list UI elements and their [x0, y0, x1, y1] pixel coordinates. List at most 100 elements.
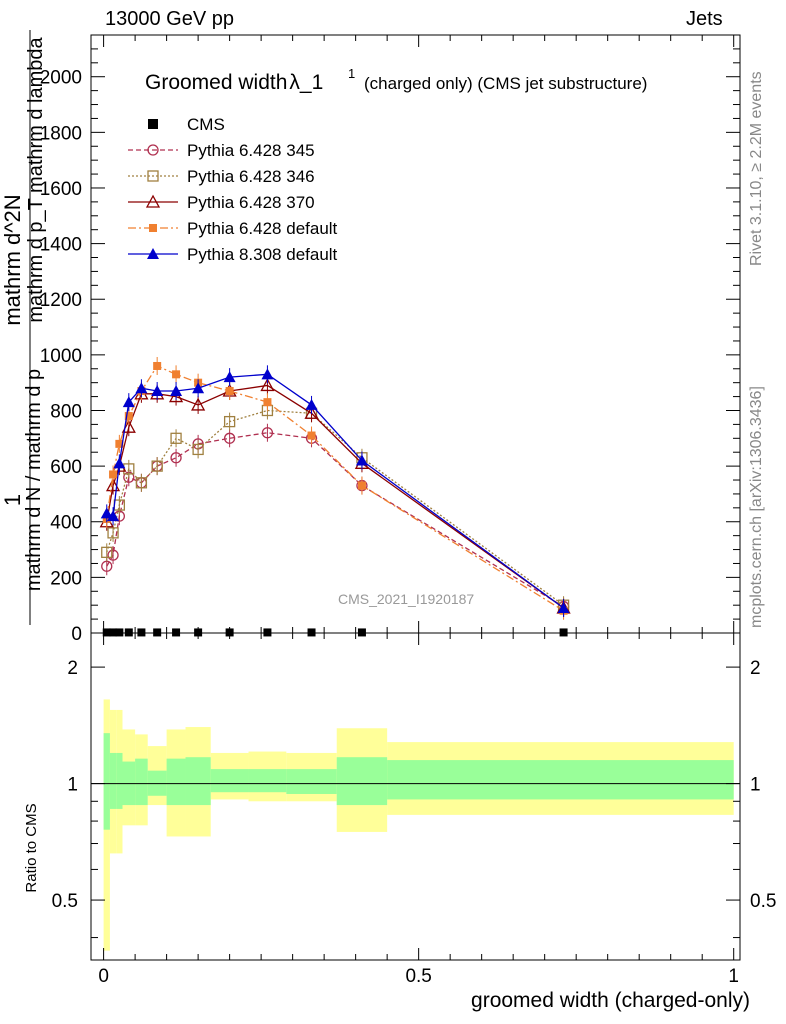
- ratio-band-green: [135, 758, 148, 806]
- data-point: [105, 478, 121, 492]
- y-tick-label: 1800: [40, 123, 82, 144]
- data-point: [261, 427, 274, 439]
- ratio-band-green: [103, 733, 110, 830]
- legend: CMS Pythia 6.428 345 Pythia 6.428 346 Pythi…: [128, 115, 338, 264]
- data-point: [557, 601, 570, 613]
- data-point: [223, 415, 236, 428]
- data-point: [260, 378, 275, 392]
- legend-marker: [145, 194, 161, 208]
- y-tick-label: 1200: [40, 290, 82, 311]
- ratio-band-green: [116, 752, 123, 809]
- data-point: [261, 368, 274, 380]
- legend-entry: Pythia 6.428 default: [128, 219, 338, 238]
- data-point: [192, 382, 205, 394]
- y-axis-label: 1 mathrm d^2N mathrm d N / mathrm d p ma…: [0, 30, 47, 625]
- y-tick-label: 1600: [40, 179, 82, 200]
- data-point: [121, 419, 136, 433]
- data-point: [263, 398, 272, 407]
- data-point: [170, 452, 182, 464]
- data-point: [192, 443, 204, 456]
- ratio-bands: [91, 699, 740, 951]
- ratio-y-tick-label: 0.5: [52, 891, 78, 912]
- header-right: Jets: [686, 8, 723, 30]
- legend-label: CMS: [187, 115, 225, 134]
- series-line: [106, 384, 564, 609]
- data-point: [151, 385, 164, 397]
- y-tick-label: 400: [50, 513, 82, 534]
- data-point: [191, 397, 206, 411]
- data-point: [168, 389, 184, 403]
- legend-label: Pythia 6.428 346: [187, 167, 315, 186]
- y-tick-label: 600: [50, 457, 82, 478]
- ratio-y-tick-label-right: 2: [750, 658, 761, 679]
- ratio-y-tick-label: 1: [67, 775, 78, 796]
- x-axis-label: groomed width (charged-only): [471, 989, 750, 1012]
- data-point: [135, 382, 148, 394]
- y-axis-label-left-bottom: mathrm d N / mathrm d p: [23, 369, 45, 591]
- data-point: [115, 439, 124, 448]
- series-cms: [102, 628, 568, 637]
- legend-marker: [148, 119, 158, 129]
- legend-label: Pythia 6.428 345: [187, 141, 315, 160]
- data-point: [194, 628, 203, 637]
- ratio-band-green: [248, 769, 287, 793]
- data-point: [170, 385, 183, 397]
- data-point: [305, 398, 318, 410]
- series-line: [106, 365, 564, 612]
- data-point: [263, 628, 272, 637]
- y-axis-label-ratio: Ratio to CMS: [23, 803, 40, 892]
- y-tick-label: 2000: [40, 68, 82, 89]
- legend-entry: CMS: [148, 115, 225, 134]
- legend-label: Pythia 6.428 default: [187, 219, 338, 238]
- y-axis-label-right: mathrm d p_T mathrm d lambda: [25, 36, 47, 322]
- chart-title-superscript: 1: [348, 66, 355, 81]
- side-label-rivet: Rivet 3.1.10, ≥ 2.2M events: [748, 71, 765, 266]
- series-line: [106, 409, 564, 606]
- ratio-band-green: [286, 769, 337, 794]
- data-point: [102, 628, 111, 637]
- chart-title: Groomed widthλ_1: [145, 71, 323, 94]
- data-point: [124, 628, 133, 637]
- ratio-y-tick-label-right: 0.5: [750, 891, 776, 912]
- ratio-band-green: [185, 757, 211, 806]
- chart-title-suffix: (charged only) (CMS jet substructure): [364, 74, 647, 93]
- data-point: [223, 432, 236, 444]
- legend-label: Pythia 6.428 370: [187, 193, 315, 212]
- data-point: [100, 507, 113, 519]
- y-axis-label-numerator: 1: [0, 494, 25, 506]
- data-point: [355, 454, 368, 466]
- data-point: [101, 546, 113, 558]
- legend-label: Pythia 8.308 default: [187, 245, 338, 264]
- legend-entry: Pythia 8.308 default: [128, 245, 338, 264]
- data-point: [107, 549, 119, 561]
- data-point: [307, 628, 316, 637]
- y-tick-label: 800: [50, 401, 82, 422]
- data-point: [107, 527, 119, 539]
- series-pythia-6-428-346: [101, 401, 570, 615]
- legend-entry: Pythia 6.428 345: [128, 141, 315, 160]
- data-point: [153, 361, 162, 370]
- data-point: [172, 370, 181, 379]
- ratio-y-tick-label-right: 1: [750, 775, 761, 796]
- y-axis-label-left-top: mathrm d^2N: [0, 194, 25, 325]
- series-line: [106, 432, 564, 608]
- data-point: [357, 481, 366, 490]
- data-point: [172, 628, 181, 637]
- data-point: [137, 628, 146, 637]
- data-point: [223, 371, 236, 383]
- data-point: [109, 470, 118, 479]
- data-point: [115, 628, 124, 637]
- series-line: [106, 373, 564, 609]
- x-tick-label: 0: [98, 966, 109, 987]
- ratio-plot-frame: [90, 632, 741, 961]
- ratio-band-green: [336, 757, 388, 806]
- data-point: [107, 510, 120, 522]
- tick-labels: 0 0.5 102004006008001000120014001600180020…: [40, 68, 777, 987]
- header-left: 13000 GeV pp: [105, 8, 234, 30]
- axes: [90, 34, 741, 961]
- data-point: [151, 460, 163, 472]
- data-point: [135, 477, 148, 489]
- series-layer: [99, 356, 571, 637]
- legend-entry: Pythia 6.428 346: [128, 167, 315, 186]
